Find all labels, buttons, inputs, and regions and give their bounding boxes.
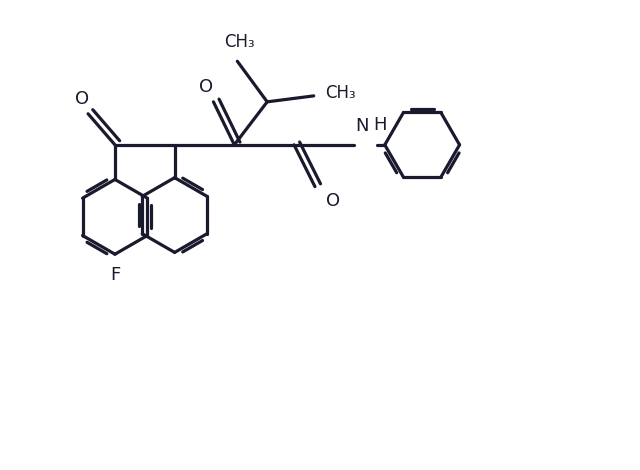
Text: CH₃: CH₃: [225, 33, 255, 51]
Text: H: H: [374, 117, 387, 134]
Text: O: O: [326, 192, 340, 210]
Text: O: O: [198, 78, 212, 95]
Text: F: F: [110, 266, 120, 283]
Text: O: O: [75, 90, 89, 108]
Text: N: N: [355, 118, 368, 135]
Text: CH₃: CH₃: [325, 84, 356, 102]
